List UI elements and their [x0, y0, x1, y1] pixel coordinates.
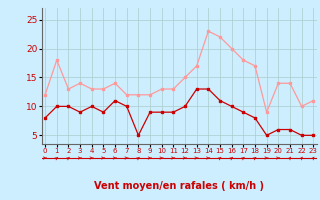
Text: Vent moyen/en rafales ( km/h ): Vent moyen/en rafales ( km/h ): [94, 181, 264, 191]
